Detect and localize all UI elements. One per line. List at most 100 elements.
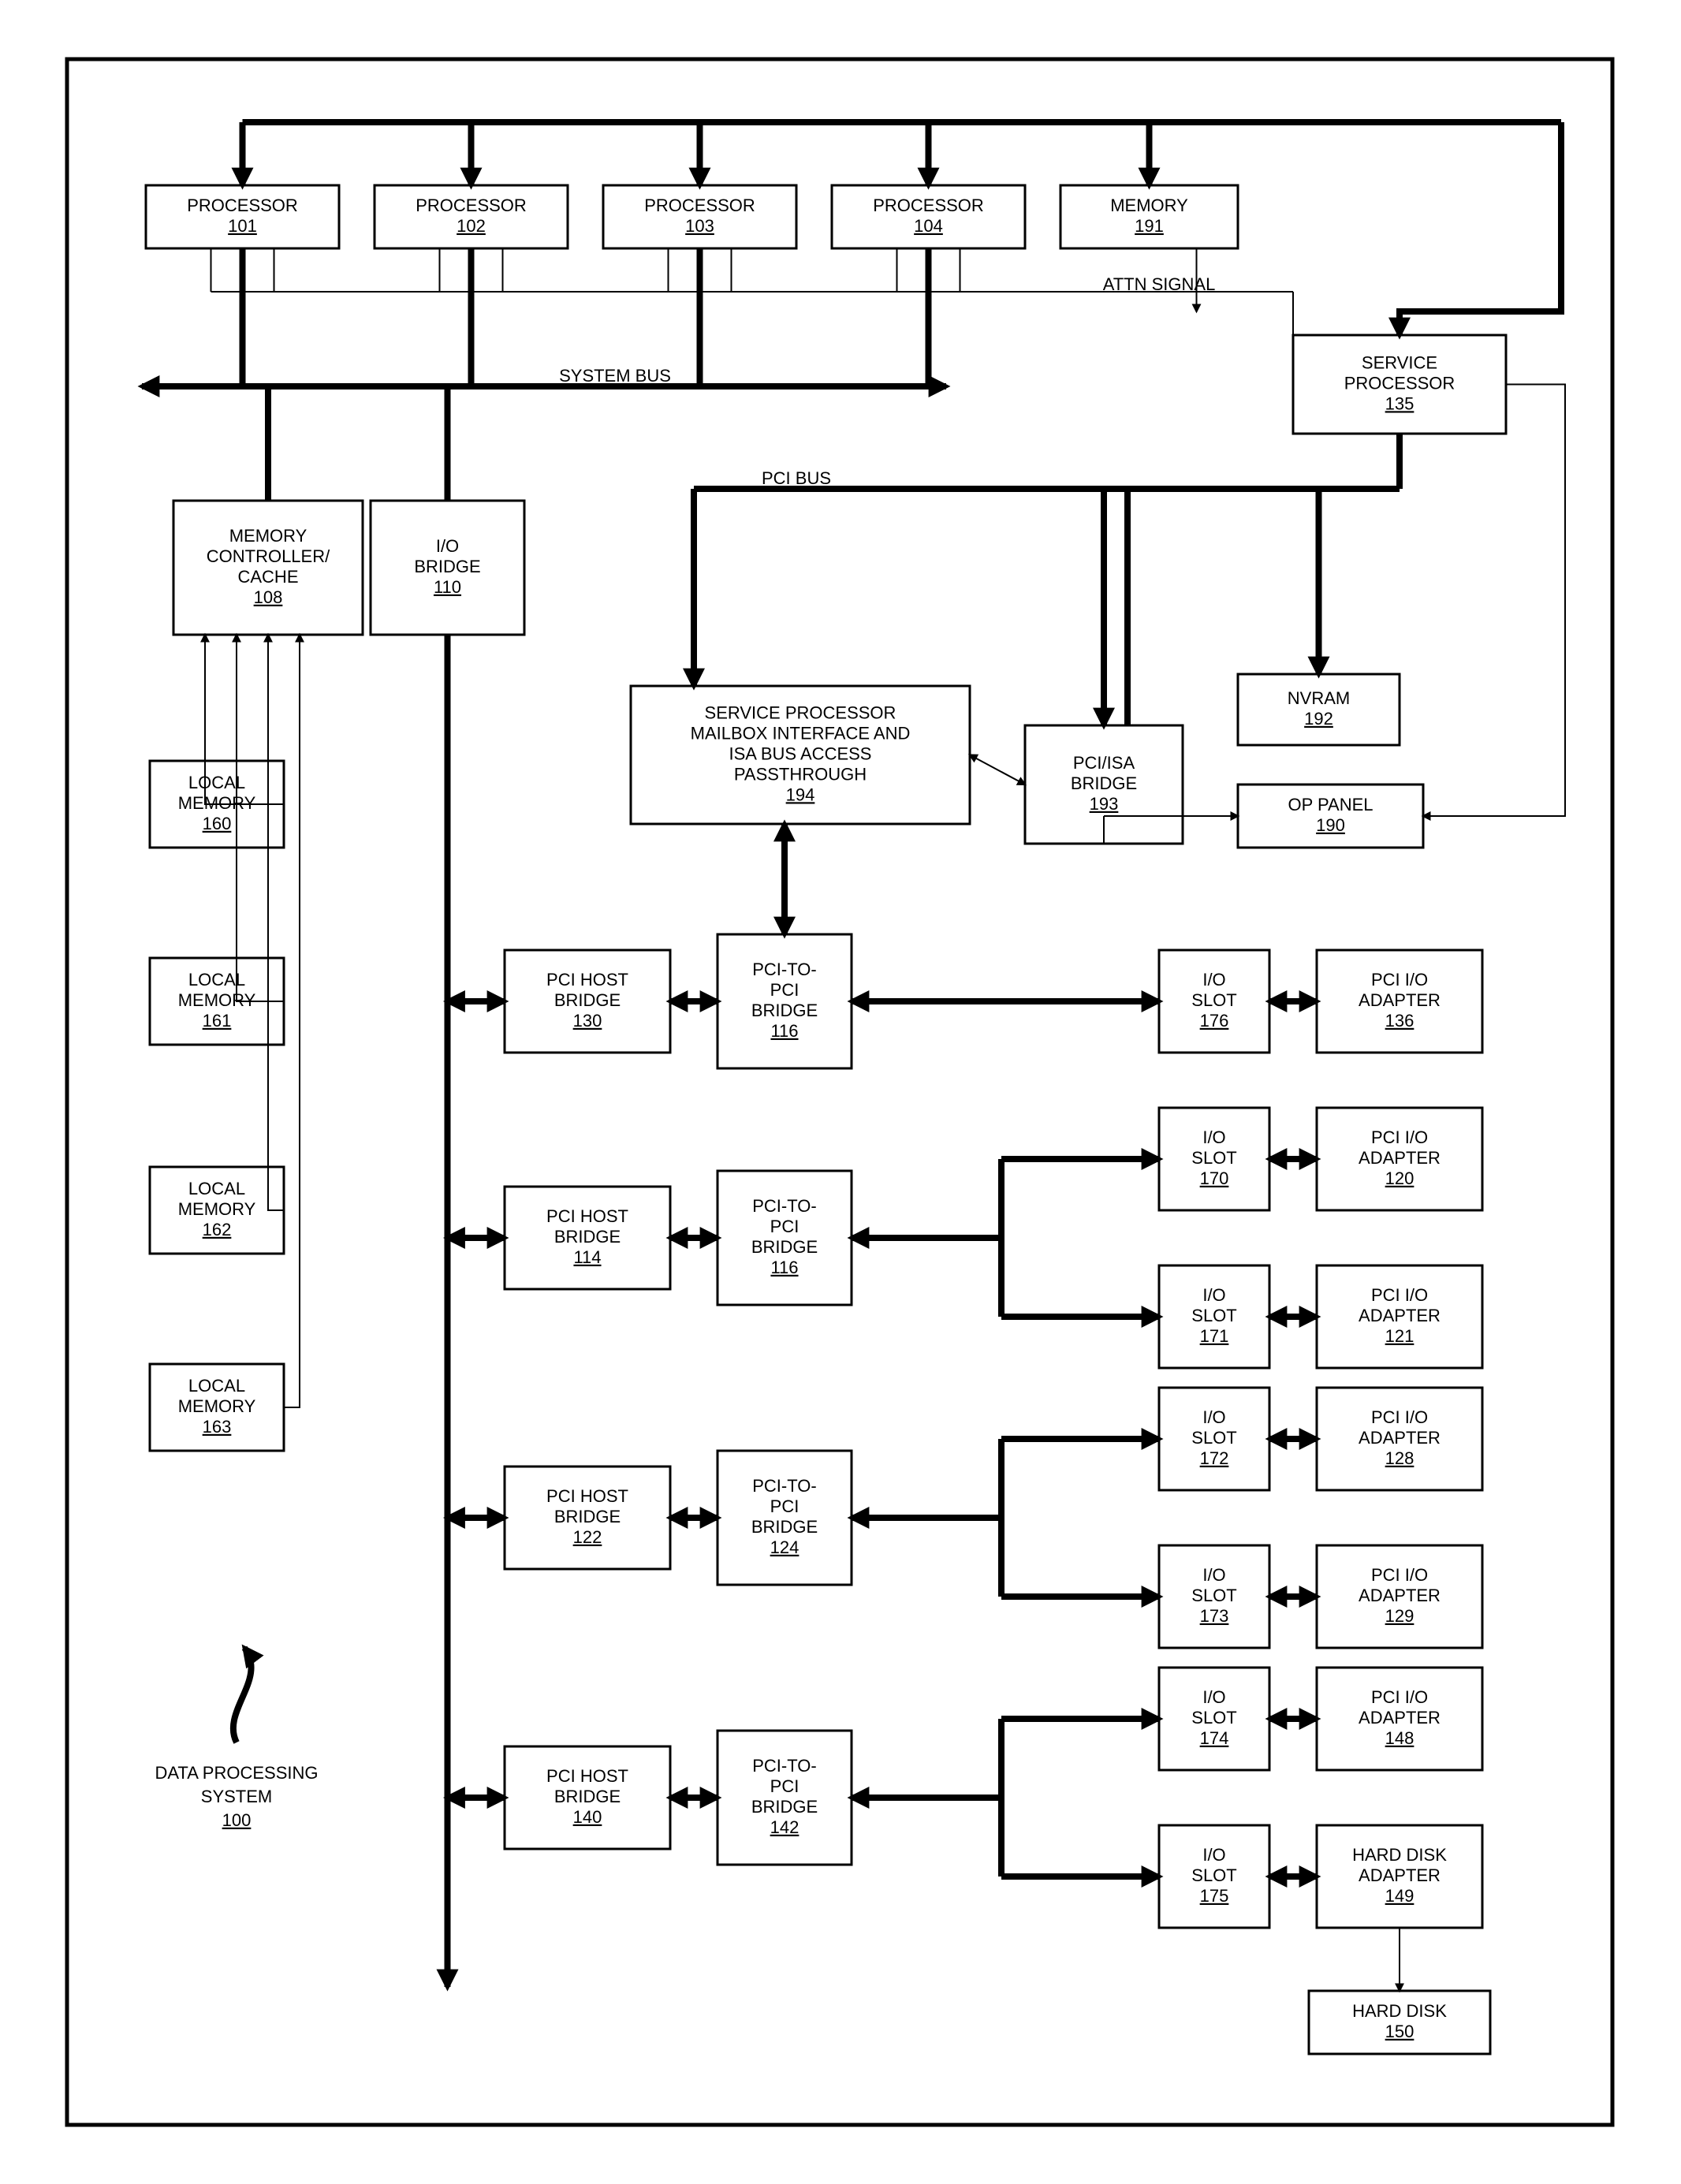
ppb142: PCI-TO-PCIBRIDGE142 [718,1731,852,1865]
adp148-ref: 148 [1385,1728,1414,1748]
op190-line0: OP PANEL [1288,795,1373,814]
hda149-line1: ADAPTER [1359,1865,1441,1885]
proc102-line0: PROCESSOR [416,196,527,215]
adp129-line0: PCI I/O [1371,1565,1428,1585]
lm163: LOCALMEMORY163 [150,1364,284,1451]
iob110-line1: BRIDGE [414,557,480,576]
proc103-ref: 103 [685,216,714,236]
slot175-line0: I/O [1202,1845,1225,1865]
proc104: PROCESSOR104 [832,185,1025,248]
lm163-line1: MEMORY [178,1396,256,1416]
phb114: PCI HOSTBRIDGE114 [505,1187,670,1289]
svc135: SERVICEPROCESSOR135 [1293,335,1506,434]
nvram192: NVRAM192 [1238,674,1400,745]
adp121-ref: 121 [1385,1326,1414,1346]
adp129-ref: 129 [1385,1606,1414,1626]
adp120-line1: ADAPTER [1359,1148,1441,1168]
slot176-line1: SLOT [1191,990,1236,1010]
phb130-line0: PCI HOST [546,970,628,990]
system-label-line1: SYSTEM [201,1787,272,1806]
proc104-ref: 104 [914,216,943,236]
adp129-line1: ADAPTER [1359,1586,1441,1605]
hd150-line0: HARD DISK [1352,2001,1447,2021]
slot174-line1: SLOT [1191,1708,1236,1727]
adp128: PCI I/OADAPTER128 [1317,1388,1482,1490]
label-sysbus: SYSTEM BUS [559,366,671,386]
adp148: PCI I/OADAPTER148 [1317,1668,1482,1770]
system-label-line0: DATA PROCESSING [155,1763,318,1783]
ppb116a-line0: PCI-TO- [752,960,816,979]
hda149-line0: HARD DISK [1352,1845,1447,1865]
adp129: PCI I/OADAPTER129 [1317,1545,1482,1648]
ppb142-ref: 142 [770,1817,800,1837]
nvram192-line0: NVRAM [1288,688,1350,708]
ppb124: PCI-TO-PCIBRIDGE124 [718,1451,852,1585]
mcc108: MEMORYCONTROLLER/CACHE108 [173,501,363,635]
ppb142-line1: PCI [770,1776,800,1796]
iob110-ref: 110 [434,577,461,597]
mcc108-line1: CONTROLLER/ [207,546,330,566]
phb114-line0: PCI HOST [546,1206,628,1226]
slot172-line0: I/O [1202,1407,1225,1427]
hda149: HARD DISKADAPTER149 [1317,1825,1482,1928]
ppb124-line2: BRIDGE [751,1517,818,1537]
ppb124-line0: PCI-TO- [752,1476,816,1496]
slot176-line0: I/O [1202,970,1225,990]
bridge193-line1: BRIDGE [1071,773,1137,793]
slot172-ref: 172 [1200,1448,1229,1468]
phb122-line1: BRIDGE [554,1507,621,1526]
ppb124-line1: PCI [770,1496,800,1516]
proc101-line0: PROCESSOR [187,196,298,215]
proc101: PROCESSOR101 [146,185,339,248]
bridge193-ref: 193 [1090,794,1119,814]
phb122: PCI HOSTBRIDGE122 [505,1467,670,1569]
mcc108-line2: CACHE [237,567,298,587]
phb114-line1: BRIDGE [554,1227,621,1247]
phb130-ref: 130 [573,1011,602,1031]
adp120-ref: 120 [1385,1168,1414,1188]
slot170-line1: SLOT [1191,1148,1236,1168]
proc103-line0: PROCESSOR [644,196,755,215]
lm163-line0: LOCAL [188,1376,245,1396]
adp128-line1: ADAPTER [1359,1428,1441,1448]
svc194: SERVICE PROCESSORMAILBOX INTERFACE ANDIS… [631,686,970,824]
adp128-line0: PCI I/O [1371,1407,1428,1427]
slot173-line0: I/O [1202,1565,1225,1585]
phb140-line0: PCI HOST [546,1766,628,1786]
phb114-ref: 114 [573,1247,601,1267]
slot173-ref: 173 [1200,1606,1229,1626]
adp121-line0: PCI I/O [1371,1285,1428,1305]
adp136-line0: PCI I/O [1371,970,1428,990]
slot174: I/OSLOT174 [1159,1668,1269,1770]
op190-ref: 190 [1316,815,1345,835]
lm162-line1: MEMORY [178,1199,256,1219]
phb140: PCI HOSTBRIDGE140 [505,1746,670,1849]
mem191-line0: MEMORY [1110,196,1188,215]
adp136-line1: ADAPTER [1359,990,1441,1010]
lm162-ref: 162 [203,1220,232,1239]
ppb116b: PCI-TO-PCIBRIDGE116 [718,1171,852,1305]
mem191-ref: 191 [1135,216,1164,236]
system-ref: 100 [222,1810,252,1830]
hd150: HARD DISK150 [1309,1991,1490,2054]
hd150-ref: 150 [1385,2022,1414,2041]
slot175: I/OSLOT175 [1159,1825,1269,1928]
mcc108-line0: MEMORY [229,526,308,546]
svc194-line3: PASSTHROUGH [734,764,867,784]
svc194-ref: 194 [786,785,815,804]
nvram192-ref: 192 [1304,709,1333,729]
lm163-ref: 163 [203,1417,232,1437]
ppb116b-line0: PCI-TO- [752,1196,816,1216]
svc135-line1: PROCESSOR [1344,373,1456,393]
adp128-ref: 128 [1385,1448,1414,1468]
slot170-line0: I/O [1202,1127,1225,1147]
mem191: MEMORY191 [1060,185,1238,248]
hda149-ref: 149 [1385,1886,1414,1906]
adp121-line1: ADAPTER [1359,1306,1441,1325]
lm160-line1: MEMORY [178,793,256,813]
adp120: PCI I/OADAPTER120 [1317,1108,1482,1210]
slot171-line1: SLOT [1191,1306,1236,1325]
ppb142-line0: PCI-TO- [752,1756,816,1776]
slot170-ref: 170 [1200,1168,1229,1188]
ppb124-ref: 124 [770,1537,800,1557]
